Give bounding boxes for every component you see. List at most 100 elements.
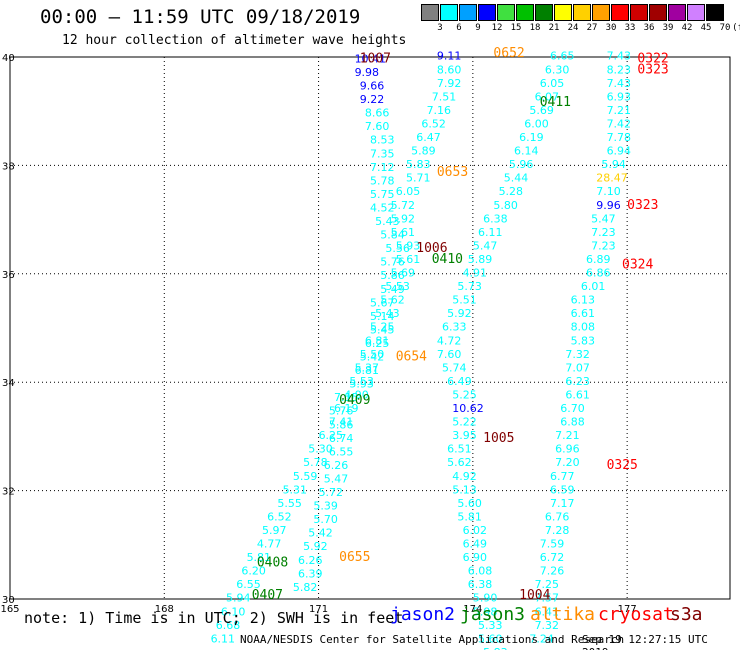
scale-unit: (ft) [732, 23, 740, 33]
pass-time-label: 1007 [360, 51, 391, 66]
wave-height-value: 5.78 [370, 174, 395, 187]
wave-height-value: 8.08 [571, 321, 596, 334]
wave-height-value: 6.86 [586, 267, 611, 280]
wave-height-value: 6.05 [540, 77, 565, 90]
wave-height-value: 6.90 [463, 551, 488, 564]
wave-height-value: 6.49 [447, 375, 472, 388]
wave-height-value: 5.90 [473, 592, 498, 605]
wave-height-value: 5.69 [391, 267, 416, 280]
wave-height-value: 5.83 [571, 334, 596, 347]
wave-height-value: 5.98 [473, 605, 498, 618]
wave-height-value: 7.24 [529, 632, 554, 645]
wave-height-value: 7.42 [607, 117, 632, 130]
wave-height-value: 5.56 [385, 242, 410, 255]
wave-height-value: 7.21 [555, 429, 580, 442]
wave-height-value: 6.05 [396, 185, 421, 198]
wave-height-value: 4.92 [452, 470, 477, 483]
wave-height-value: 6.30 [545, 63, 570, 76]
lat-tick-label: 34 [2, 378, 15, 389]
wave-height-value: 5.73 [457, 280, 482, 293]
wave-height-value: 5.37 [355, 361, 380, 374]
pass-time-label: 0410 [432, 252, 463, 267]
lat-tick-label: 32 [2, 487, 15, 498]
lat-tick-label: 36 [2, 270, 15, 281]
wave-height-value: 5.61 [396, 253, 421, 266]
wave-height-value: 5.83 [483, 646, 508, 650]
wave-height-value: 6.72 [540, 551, 565, 564]
legend-altika: altika [530, 604, 596, 625]
wave-height-value: 9.22 [360, 93, 385, 106]
wave-height-value: 7.16 [427, 104, 452, 117]
wave-height-value: 5.94 [226, 592, 251, 605]
scale-label: 6 [456, 23, 462, 33]
wave-height-value: 5.81 [457, 510, 482, 523]
wave-height-value: 8.23 [607, 63, 632, 76]
wave-height-value: 5.39 [313, 500, 338, 513]
wave-height-value: 9.96 [596, 199, 621, 212]
scale-swatch [535, 4, 553, 21]
wave-height-value: 5.76 [380, 256, 405, 269]
pass-time-label: 0407 [252, 588, 283, 603]
pass-time-label: 0322 [637, 51, 668, 66]
wave-height-value: 6.77 [550, 470, 575, 483]
scale-label: 33 [624, 23, 636, 33]
wave-height-value: 5.76 [329, 405, 354, 418]
scale-swatch [516, 4, 534, 21]
wave-height-value: 5.74 [442, 361, 467, 374]
pass-time-label: 1004 [519, 588, 550, 603]
wave-height-value: 5.62 [380, 294, 405, 307]
wave-height-value: 6.19 [519, 131, 544, 144]
wave-height-value: 5.83 [406, 158, 431, 171]
pass-time-label: 0409 [339, 393, 370, 408]
wave-height-value: 5.14 [370, 310, 395, 323]
legend-jason2: jason2 [390, 604, 456, 625]
wave-height-value: 5.22 [452, 416, 477, 429]
scale-swatch [421, 4, 439, 21]
wave-height-value: 8.60 [437, 63, 462, 76]
lat-tick-label: 30 [2, 595, 15, 606]
scale-swatch [630, 4, 648, 21]
wave-height-value: 28.47 [596, 172, 628, 185]
wave-height-value: 6.59 [550, 483, 575, 496]
wave-height-value: 6.76 [545, 510, 570, 523]
scale-swatch [573, 4, 591, 21]
wave-height-value: 5.67 [370, 296, 395, 309]
wave-height-value: 6.38 [483, 212, 508, 225]
wave-height-value: 7.15 [334, 391, 359, 404]
pass-time-label: 0655 [339, 550, 370, 565]
wave-height-value: 5.42 [360, 351, 385, 364]
wave-height-value: 6.02 [463, 524, 488, 537]
wave-height-value: 5.72 [319, 486, 344, 499]
wave-height-value: 6.47 [416, 131, 441, 144]
wave-height-value: 7.21 [607, 104, 632, 117]
wave-height-value: 4.72 [437, 334, 462, 347]
generated-timestamp: Sep 19 12:27:15 UTC 2019 [582, 633, 708, 650]
wave-height-value: 5.31 [283, 483, 308, 496]
wave-height-value: 5.92 [303, 540, 328, 553]
scale-swatch [497, 4, 515, 21]
wave-height-value: 6.14 [514, 145, 539, 158]
wave-height-value: 6.23 [565, 375, 590, 388]
wave-height-value: 5.53 [385, 280, 410, 293]
wave-height-value: 5.25 [452, 388, 477, 401]
wave-height-value: 9.98 [355, 66, 380, 79]
wave-height-value: 6.11 [211, 632, 236, 645]
wave-height-value: 7.60 [437, 348, 462, 361]
pass-time-label: 0323 [637, 62, 668, 77]
lon-tick-label: 177 [618, 604, 637, 615]
wave-height-value: 6.00 [524, 117, 549, 130]
wave-height-value: 7.25 [535, 578, 560, 591]
scale-label: 21 [548, 23, 560, 33]
wave-height-value: 5.93 [396, 239, 421, 252]
wave-height-value: 7.43 [607, 50, 632, 63]
wave-height-value: 6.41 [535, 605, 560, 618]
wave-height-value: 5.86 [329, 418, 354, 431]
lon-tick-label: 171 [309, 604, 328, 615]
wave-height-value: 5.92 [447, 307, 472, 320]
wave-height-value: 5.53 [349, 375, 374, 388]
legend-s3a: s3a [670, 604, 703, 625]
wave-height-value: 6.74 [329, 432, 354, 445]
wave-height-value: 7.12 [370, 161, 395, 174]
wave-height-value: 6.20 [241, 565, 266, 578]
